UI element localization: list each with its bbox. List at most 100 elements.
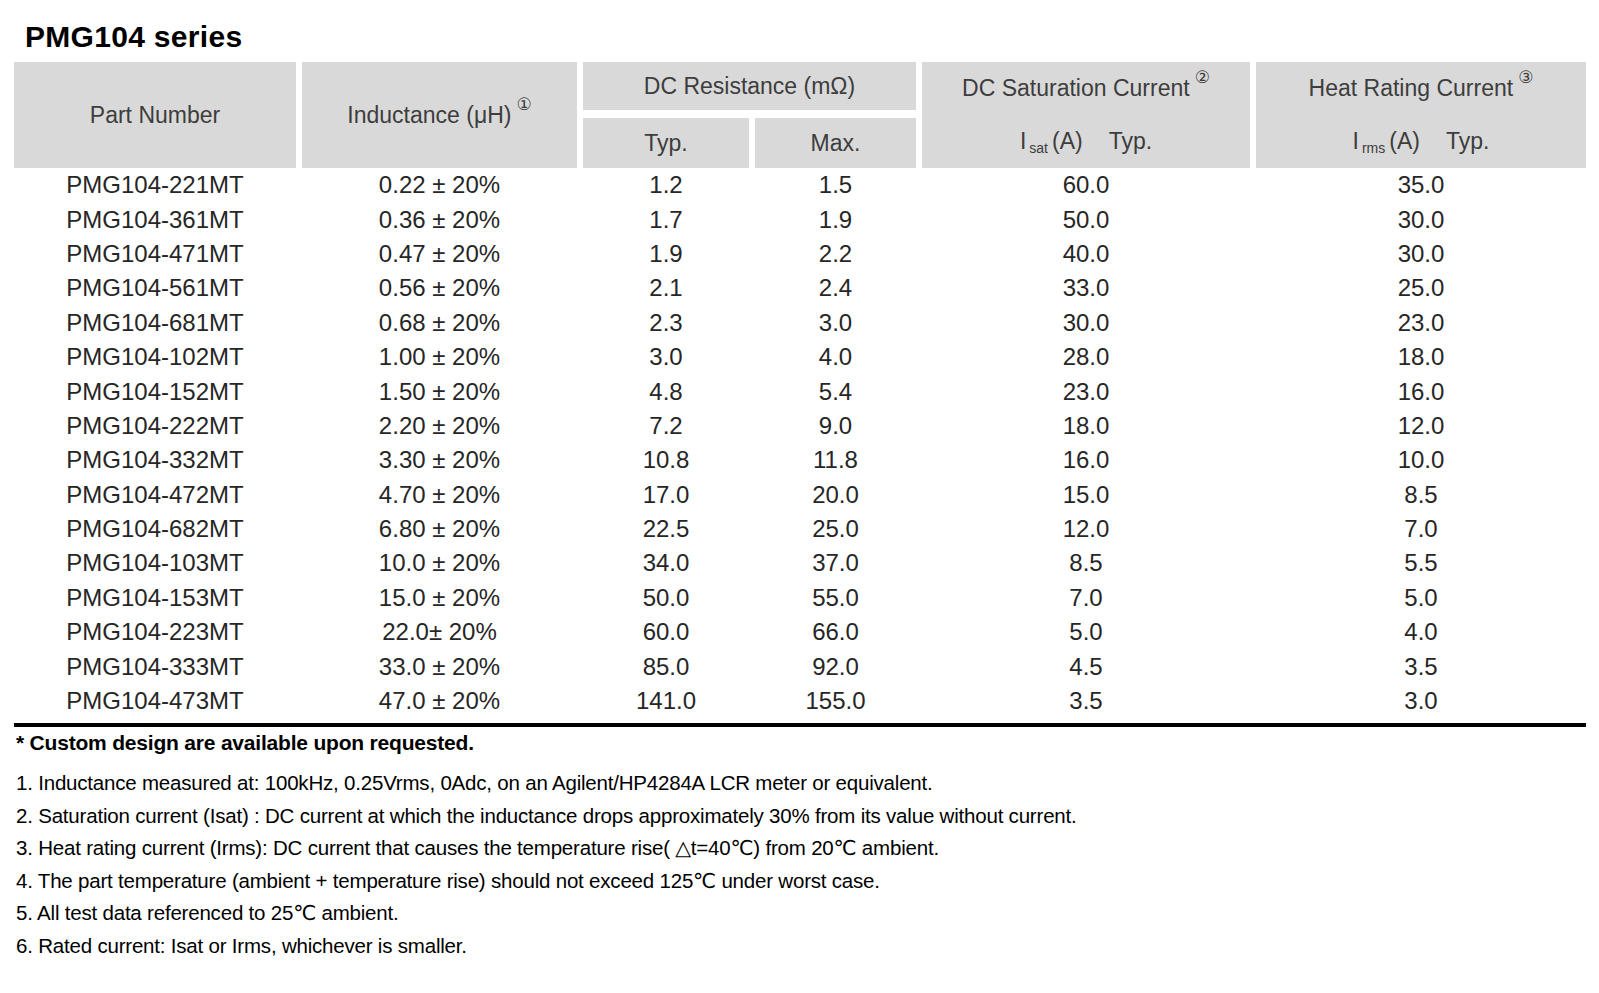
cell-dcr-max: 25.0 (755, 512, 916, 546)
cell-isat: 23.0 (922, 374, 1250, 408)
header-dcr-typ: Typ. (583, 118, 749, 168)
cell-dcr-max: 5.4 (755, 374, 916, 408)
cell-inductance: 0.36 ± 20% (302, 202, 577, 236)
cell-inductance: 0.68 ± 20% (302, 306, 577, 340)
cell-part-number: PMG104-152MT (14, 374, 296, 408)
cell-dcr-max: 1.9 (755, 202, 916, 236)
cell-dcr-typ: 10.8 (583, 443, 749, 477)
cell-irms: 10.0 (1256, 443, 1586, 477)
cell-isat: 28.0 (922, 340, 1250, 374)
cell-inductance: 0.22 ± 20% (302, 168, 577, 202)
cell-dcr-max: 11.8 (755, 443, 916, 477)
cell-part-number: PMG104-222MT (14, 409, 296, 443)
cell-irms: 3.5 (1256, 649, 1586, 683)
header-heat-label: Heat Rating Current (1309, 75, 1514, 102)
cell-irms: 18.0 (1256, 340, 1586, 374)
cell-isat: 5.0 (922, 615, 1250, 649)
cell-dcr-max: 20.0 (755, 478, 916, 512)
cell-dcr-typ: 85.0 (583, 649, 749, 683)
cell-irms: 8.5 (1256, 478, 1586, 512)
cell-dcr-typ: 1.2 (583, 168, 749, 202)
isat-typ-label: Typ. (1109, 128, 1152, 155)
cell-inductance: 10.0 ± 20% (302, 546, 577, 580)
cell-irms: 30.0 (1256, 202, 1586, 236)
cell-dcr-typ: 7.2 (583, 409, 749, 443)
cell-dcr-typ: 34.0 (583, 546, 749, 580)
note-item: 6. Rated current: Isat or Irms, whicheve… (16, 930, 1077, 963)
table-row: PMG104-473MT 47.0 ± 20% 141.0 155.0 3.5 … (14, 684, 1586, 718)
table-row: PMG104-152MT 1.50 ± 20% 4.8 5.4 23.0 16.… (14, 374, 1586, 408)
cell-part-number: PMG104-223MT (14, 615, 296, 649)
cell-part-number: PMG104-332MT (14, 443, 296, 477)
header-part-number: Part Number (14, 62, 296, 168)
cell-inductance: 0.47 ± 20% (302, 237, 577, 271)
cell-part-number: PMG104-102MT (14, 340, 296, 374)
cell-part-number: PMG104-682MT (14, 512, 296, 546)
irms-unit: (A) (1389, 128, 1420, 155)
cell-irms: 23.0 (1256, 306, 1586, 340)
cell-isat: 60.0 (922, 168, 1250, 202)
cell-part-number: PMG104-361MT (14, 202, 296, 236)
irms-subscript: rms (1362, 140, 1385, 156)
header-dcr-max: Max. (755, 118, 916, 168)
cell-inductance: 4.70 ± 20% (302, 478, 577, 512)
header-saturation-title: DC Saturation Current ② (922, 62, 1250, 114)
cell-part-number: PMG104-221MT (14, 168, 296, 202)
cell-irms: 12.0 (1256, 409, 1586, 443)
table-row: PMG104-361MT 0.36 ± 20% 1.7 1.9 50.0 30.… (14, 202, 1586, 236)
cell-dcr-max: 2.2 (755, 237, 916, 271)
cell-dcr-max: 2.4 (755, 271, 916, 305)
table-row: PMG104-681MT 0.68 ± 20% 2.3 3.0 30.0 23.… (14, 306, 1586, 340)
table-row: PMG104-332MT 3.30 ± 20% 10.8 11.8 16.0 1… (14, 443, 1586, 477)
cell-isat: 18.0 (922, 409, 1250, 443)
cell-dcr-max: 1.5 (755, 168, 916, 202)
header-inductance-label: Inductance (μH) (347, 102, 511, 129)
cell-isat: 16.0 (922, 443, 1250, 477)
cell-part-number: PMG104-471MT (14, 237, 296, 271)
datasheet-page: { "page": { "title": "PMG104 series" }, … (0, 0, 1599, 993)
cell-isat: 33.0 (922, 271, 1250, 305)
cell-isat: 40.0 (922, 237, 1250, 271)
notes-list: 1. Inductance measured at: 100kHz, 0.25V… (16, 767, 1077, 962)
cell-part-number: PMG104-561MT (14, 271, 296, 305)
cell-irms: 30.0 (1256, 237, 1586, 271)
cell-part-number: PMG104-473MT (14, 684, 296, 718)
cell-part-number: PMG104-153MT (14, 581, 296, 615)
custom-design-note: * Custom design are available upon reque… (16, 731, 1077, 755)
cell-dcr-max: 66.0 (755, 615, 916, 649)
cell-part-number: PMG104-103MT (14, 546, 296, 580)
cell-isat: 3.5 (922, 684, 1250, 718)
table-row: PMG104-102MT 1.00 ± 20% 3.0 4.0 28.0 18.… (14, 340, 1586, 374)
table-row: PMG104-561MT 0.56 ± 20% 2.1 2.4 33.0 25.… (14, 271, 1586, 305)
cell-irms: 35.0 (1256, 168, 1586, 202)
cell-isat: 7.0 (922, 581, 1250, 615)
cell-dcr-max: 4.0 (755, 340, 916, 374)
cell-inductance: 2.20 ± 20% (302, 409, 577, 443)
table-row: PMG104-221MT 0.22 ± 20% 1.2 1.5 60.0 35.… (14, 168, 1586, 202)
cell-dcr-typ: 1.9 (583, 237, 749, 271)
cell-dcr-max: 9.0 (755, 409, 916, 443)
note-item: 5. All test data referenced to 25℃ ambie… (16, 897, 1077, 930)
cell-dcr-max: 55.0 (755, 581, 916, 615)
irms-symbol: I (1353, 128, 1359, 155)
cell-inductance: 0.56 ± 20% (302, 271, 577, 305)
note-item: 3. Heat rating current (Irms): DC curren… (16, 832, 1077, 865)
spec-table: Part Number Inductance (μH) ① DC Resista… (14, 62, 1586, 727)
irms-typ-label: Typ. (1446, 128, 1489, 155)
note-item: 4. The part temperature (ambient + tempe… (16, 865, 1077, 898)
table-row: PMG104-333MT 33.0 ± 20% 85.0 92.0 4.5 3.… (14, 649, 1586, 683)
footnote-ref-1: ① (516, 94, 531, 115)
cell-dcr-typ: 1.7 (583, 202, 749, 236)
header-inductance: Inductance (μH) ① (302, 62, 577, 168)
cell-dcr-typ: 22.5 (583, 512, 749, 546)
cell-inductance: 47.0 ± 20% (302, 684, 577, 718)
cell-irms: 3.0 (1256, 684, 1586, 718)
cell-dcr-typ: 2.3 (583, 306, 749, 340)
table-bottom-rule (14, 723, 1586, 727)
header-isat-subtitle: I sat (A) Typ. (922, 114, 1250, 168)
cell-inductance: 6.80 ± 20% (302, 512, 577, 546)
header-irms-subtitle: I rms (A) Typ. (1256, 114, 1586, 168)
table-row: PMG104-103MT 10.0 ± 20% 34.0 37.0 8.5 5.… (14, 546, 1586, 580)
table-row: PMG104-472MT 4.70 ± 20% 17.0 20.0 15.0 8… (14, 478, 1586, 512)
cell-dcr-typ: 4.8 (583, 374, 749, 408)
